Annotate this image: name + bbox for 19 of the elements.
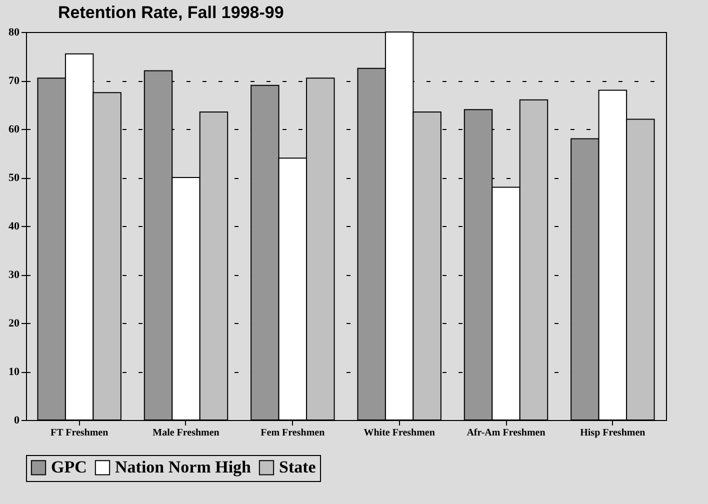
legend-label: State xyxy=(279,458,316,477)
x-tick-label: Hisp Freshmen xyxy=(580,428,646,438)
legend-label: Nation Norm High xyxy=(115,458,252,477)
y-tick-label: 60 xyxy=(8,124,20,136)
y-tick-label: 20 xyxy=(8,318,20,330)
x-tick-label: White Freshmen xyxy=(364,428,436,438)
y-tick-label: 80 xyxy=(8,26,20,38)
x-tick-label: Male Freshmen xyxy=(152,428,220,438)
legend-label: GPC xyxy=(51,458,87,477)
chart-title: Retention Rate, Fall 1998-99 xyxy=(58,3,284,22)
y-tick-label: 10 xyxy=(8,366,20,378)
y-tick-label: 50 xyxy=(8,172,20,184)
y-tick-label: 70 xyxy=(8,75,20,87)
x-tick-label: Afr-Am Freshmen xyxy=(466,428,546,438)
y-tick-label: 30 xyxy=(8,269,20,281)
x-tick-label: FT Freshmen xyxy=(50,428,109,438)
x-tick-label: Fem Freshmen xyxy=(260,428,326,438)
y-tick-label: 0 xyxy=(14,414,20,426)
y-tick-label: 40 xyxy=(8,220,20,232)
